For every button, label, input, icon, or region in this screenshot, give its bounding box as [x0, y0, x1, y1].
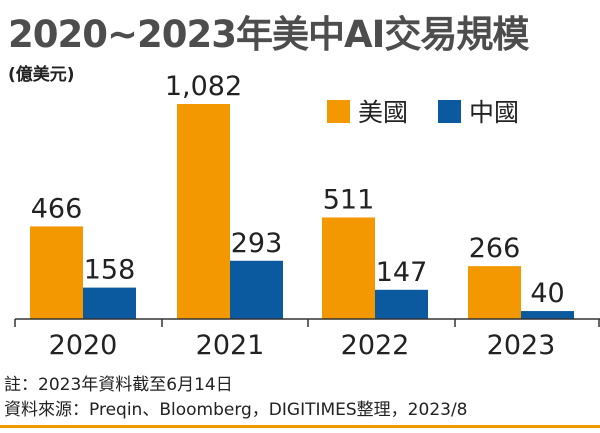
- x-tick-label-2020: 2020: [49, 330, 118, 361]
- legend-label-cn: 中國: [469, 98, 520, 127]
- data-label-cn-2022: 147: [376, 257, 428, 288]
- data-label-cn-2020: 158: [84, 255, 136, 286]
- bar-us-2022: [322, 217, 375, 319]
- bar-cn-2023: [521, 311, 574, 319]
- bar-us-2023: [468, 266, 521, 319]
- bar-us-2020: [30, 226, 83, 319]
- legend-item-us: 美國: [327, 93, 408, 129]
- data-label-us-2022: 511: [323, 184, 375, 215]
- data-label-us-2021: 1,082: [165, 71, 242, 102]
- bar-us-2021: [177, 104, 230, 319]
- legend-swatch-cn: [438, 99, 462, 123]
- x-tick-label-2021: 2021: [196, 330, 265, 361]
- footnote-source: 資料來源：Preqin、Bloomberg，DIGITIMES整理，2023/8: [4, 400, 468, 420]
- data-label-us-2023: 266: [469, 233, 521, 264]
- unit-label: (億美元): [8, 65, 75, 85]
- x-tick-label-2023: 2023: [487, 330, 556, 361]
- data-label-cn-2023: 40: [530, 278, 564, 309]
- bottom-rule: [0, 425, 600, 428]
- bar-cn-2022: [375, 289, 428, 319]
- bar-cn-2020: [83, 287, 136, 319]
- legend: 美國 中國: [327, 93, 549, 129]
- chart-title: 2020~2023年美中AI交易規模: [8, 13, 529, 56]
- x-tick-label-2022: 2022: [341, 330, 410, 361]
- legend-swatch-us: [327, 99, 350, 123]
- bar-cn-2021: [230, 260, 283, 319]
- footnote-note: 註：2023年資料截至6月14日: [4, 375, 233, 395]
- legend-label-us: 美國: [358, 98, 409, 127]
- data-label-us-2020: 466: [31, 193, 83, 224]
- legend-item-cn: 中國: [438, 93, 519, 129]
- data-label-cn-2021: 293: [231, 228, 283, 259]
